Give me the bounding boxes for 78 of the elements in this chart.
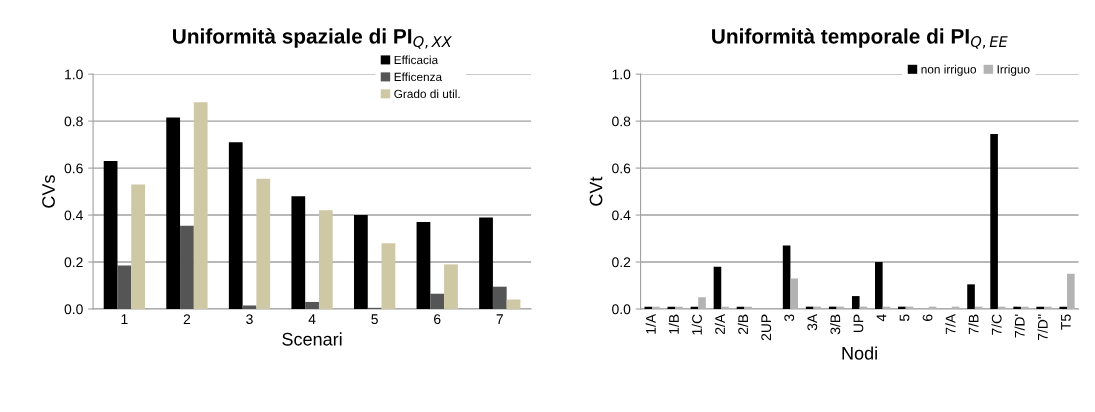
bar [256, 178, 271, 309]
bar [242, 305, 257, 309]
bar [967, 284, 975, 309]
x-tick-label: 7/D' [1014, 314, 1025, 338]
x-tick-label: 7/B [968, 314, 979, 334]
bar [354, 215, 368, 309]
bar [117, 265, 132, 309]
y-tick-label: 0.4 [64, 210, 83, 221]
bar [180, 225, 194, 309]
x-axis-title: Nodi [842, 346, 877, 360]
bar [875, 262, 883, 309]
x-tick-label: 7/A [945, 313, 956, 334]
x-tick-label: 2/A [714, 313, 725, 335]
bar [1067, 273, 1075, 309]
bar [305, 301, 319, 309]
y-tick-label: 0.8 [612, 116, 631, 127]
bar [318, 210, 333, 309]
x-tick-label: 3 [246, 314, 253, 325]
legend-label: non irriguo [921, 64, 977, 76]
bar [131, 184, 146, 309]
y-tick-label: 1.0 [65, 69, 83, 80]
bar [506, 299, 521, 309]
y-tick-label: 1.0 [612, 69, 631, 80]
bar [790, 278, 799, 309]
x-tick-label: 5 [371, 314, 378, 325]
bar [990, 134, 998, 309]
bar [444, 264, 458, 309]
x-tick-label: 7/D'' [1037, 314, 1048, 341]
y-tick-label: 0.4 [612, 210, 631, 221]
legend-label: Efficenza [394, 72, 443, 82]
x-tick-label: T5 [1061, 314, 1071, 330]
x-tick-label: 4 [876, 314, 887, 322]
chart-title: Uniformità spaziale di PI$_{Q,XX}$ [173, 28, 452, 49]
x-tick-label: 1/C [691, 314, 702, 335]
x-tick-label: UP [853, 314, 864, 333]
legend-label: Efficacia [394, 55, 439, 65]
bar [416, 222, 431, 309]
bar [479, 217, 493, 309]
x-tick-label: 3A [807, 313, 818, 331]
y-tick-label: 0.8 [64, 116, 83, 127]
bar [698, 297, 706, 309]
y-tick-label: 0.2 [612, 257, 631, 268]
bar [851, 296, 860, 309]
bar [430, 293, 445, 309]
y-tick-label: 0.0 [612, 304, 631, 315]
bar [492, 286, 507, 309]
chart-title: Uniformità temporale di PI$_{Q,EE}$ [712, 28, 1008, 49]
y-tick-label: 0.2 [64, 257, 83, 268]
x-tick-label: 5 [899, 314, 910, 322]
legend-label: Irriguo [997, 64, 1030, 76]
x-tick-label: 4 [308, 314, 316, 324]
bar [381, 243, 396, 309]
bar [103, 161, 118, 309]
x-tick-label: 1 [121, 314, 128, 324]
x-tick-label: 1/A [645, 313, 656, 334]
bar [291, 196, 306, 309]
x-tick-label: 7/C [991, 314, 1002, 335]
x-tick-label: 3 [784, 314, 795, 322]
bar [782, 245, 791, 309]
y-tick-label: 0.6 [64, 163, 83, 174]
x-tick-label: 6 [922, 314, 933, 321]
x-tick-label: 2/B [737, 314, 749, 335]
bar [193, 102, 208, 309]
bar [713, 266, 722, 309]
x-tick-label: 2UP [761, 314, 772, 341]
y-tick-label: 0.6 [612, 163, 631, 174]
x-tick-label: 6 [434, 314, 441, 325]
legend-label: Grado di util. [394, 89, 460, 99]
y-axis-title: CVt [589, 176, 603, 206]
x-tick-label: 1/B [668, 314, 679, 334]
x-tick-label: 2 [183, 314, 191, 324]
x-axis-title: Scenari [282, 332, 342, 346]
y-tick-label: 0.0 [64, 304, 83, 315]
y-axis-title: CVs [42, 175, 55, 208]
bar [228, 142, 243, 309]
x-tick-label: 3/B [830, 314, 841, 335]
x-tick-label: 7 [496, 314, 503, 324]
bar [166, 117, 181, 309]
